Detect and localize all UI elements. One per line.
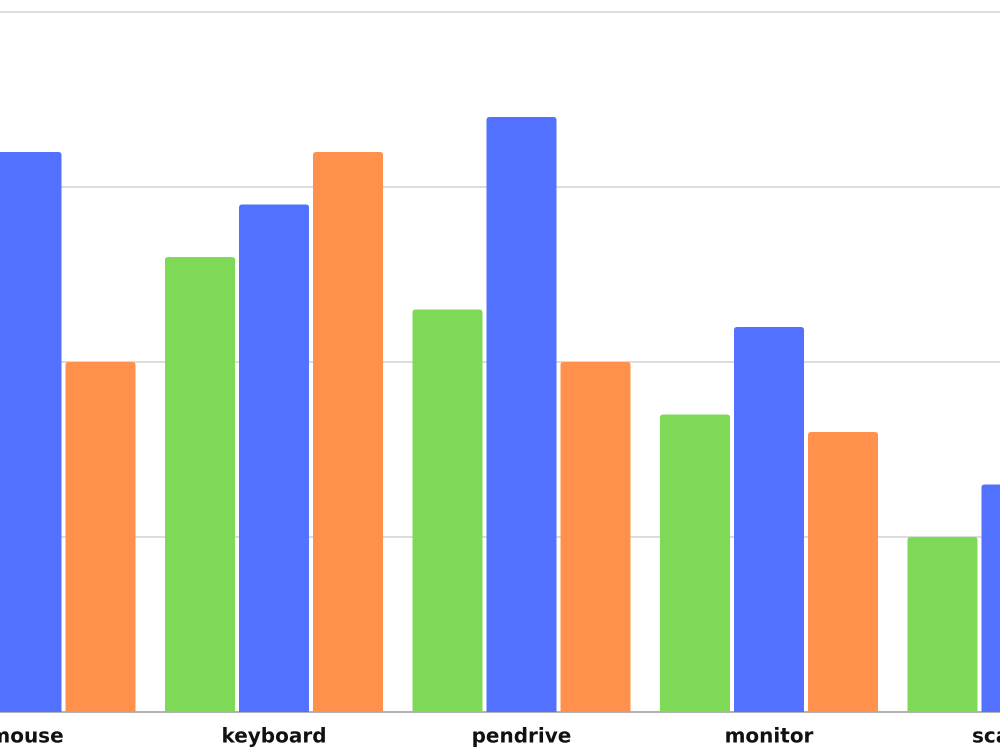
bar (412, 309, 483, 712)
bar (486, 117, 557, 712)
bar (907, 537, 978, 712)
x-tick-label: pendrive (472, 724, 572, 748)
x-tick-label: monitor (725, 724, 814, 748)
x-tick-label: sca (972, 724, 1000, 748)
bar (65, 362, 136, 712)
bar (313, 152, 383, 712)
bar (560, 362, 631, 712)
x-tick-label: mouse (0, 724, 64, 748)
bar (660, 414, 730, 712)
bar (808, 432, 878, 712)
bar (0, 152, 62, 712)
bar (165, 257, 235, 712)
x-tick-label: keyboard (221, 724, 326, 748)
bar (734, 327, 804, 712)
bar (239, 204, 309, 712)
bar (981, 484, 1000, 712)
